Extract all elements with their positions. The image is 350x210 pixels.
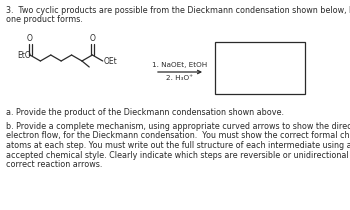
Text: correct reaction arrows.: correct reaction arrows.: [6, 160, 102, 169]
Text: b. Provide a complete mechanism, using appropriate curved arrows to show the dir: b. Provide a complete mechanism, using a…: [6, 122, 350, 131]
Text: 3.  Two cyclic products are possible from the Dieckmann condensation shown below: 3. Two cyclic products are possible from…: [6, 6, 350, 15]
Text: atoms at each step. You must write out the full structure of each intermediate u: atoms at each step. You must write out t…: [6, 141, 350, 150]
Text: EtO: EtO: [17, 50, 30, 59]
Text: 1. NaOEt, EtOH: 1. NaOEt, EtOH: [152, 62, 208, 68]
Text: one product forms.: one product forms.: [6, 15, 83, 24]
Text: O: O: [27, 34, 33, 43]
Text: OEt: OEt: [104, 56, 118, 66]
Text: O: O: [89, 34, 95, 43]
Text: accepted chemical style. Clearly indicate which steps are reversible or unidirec: accepted chemical style. Clearly indicat…: [6, 151, 350, 160]
Text: electron flow, for the Dieckmann condensation.  You must show the correct formal: electron flow, for the Dieckmann condens…: [6, 131, 350, 140]
Bar: [215, 42, 305, 94]
Text: 2. H₃O⁺: 2. H₃O⁺: [167, 75, 194, 81]
Text: a. Provide the product of the Dieckmann condensation shown above.: a. Provide the product of the Dieckmann …: [6, 108, 284, 117]
